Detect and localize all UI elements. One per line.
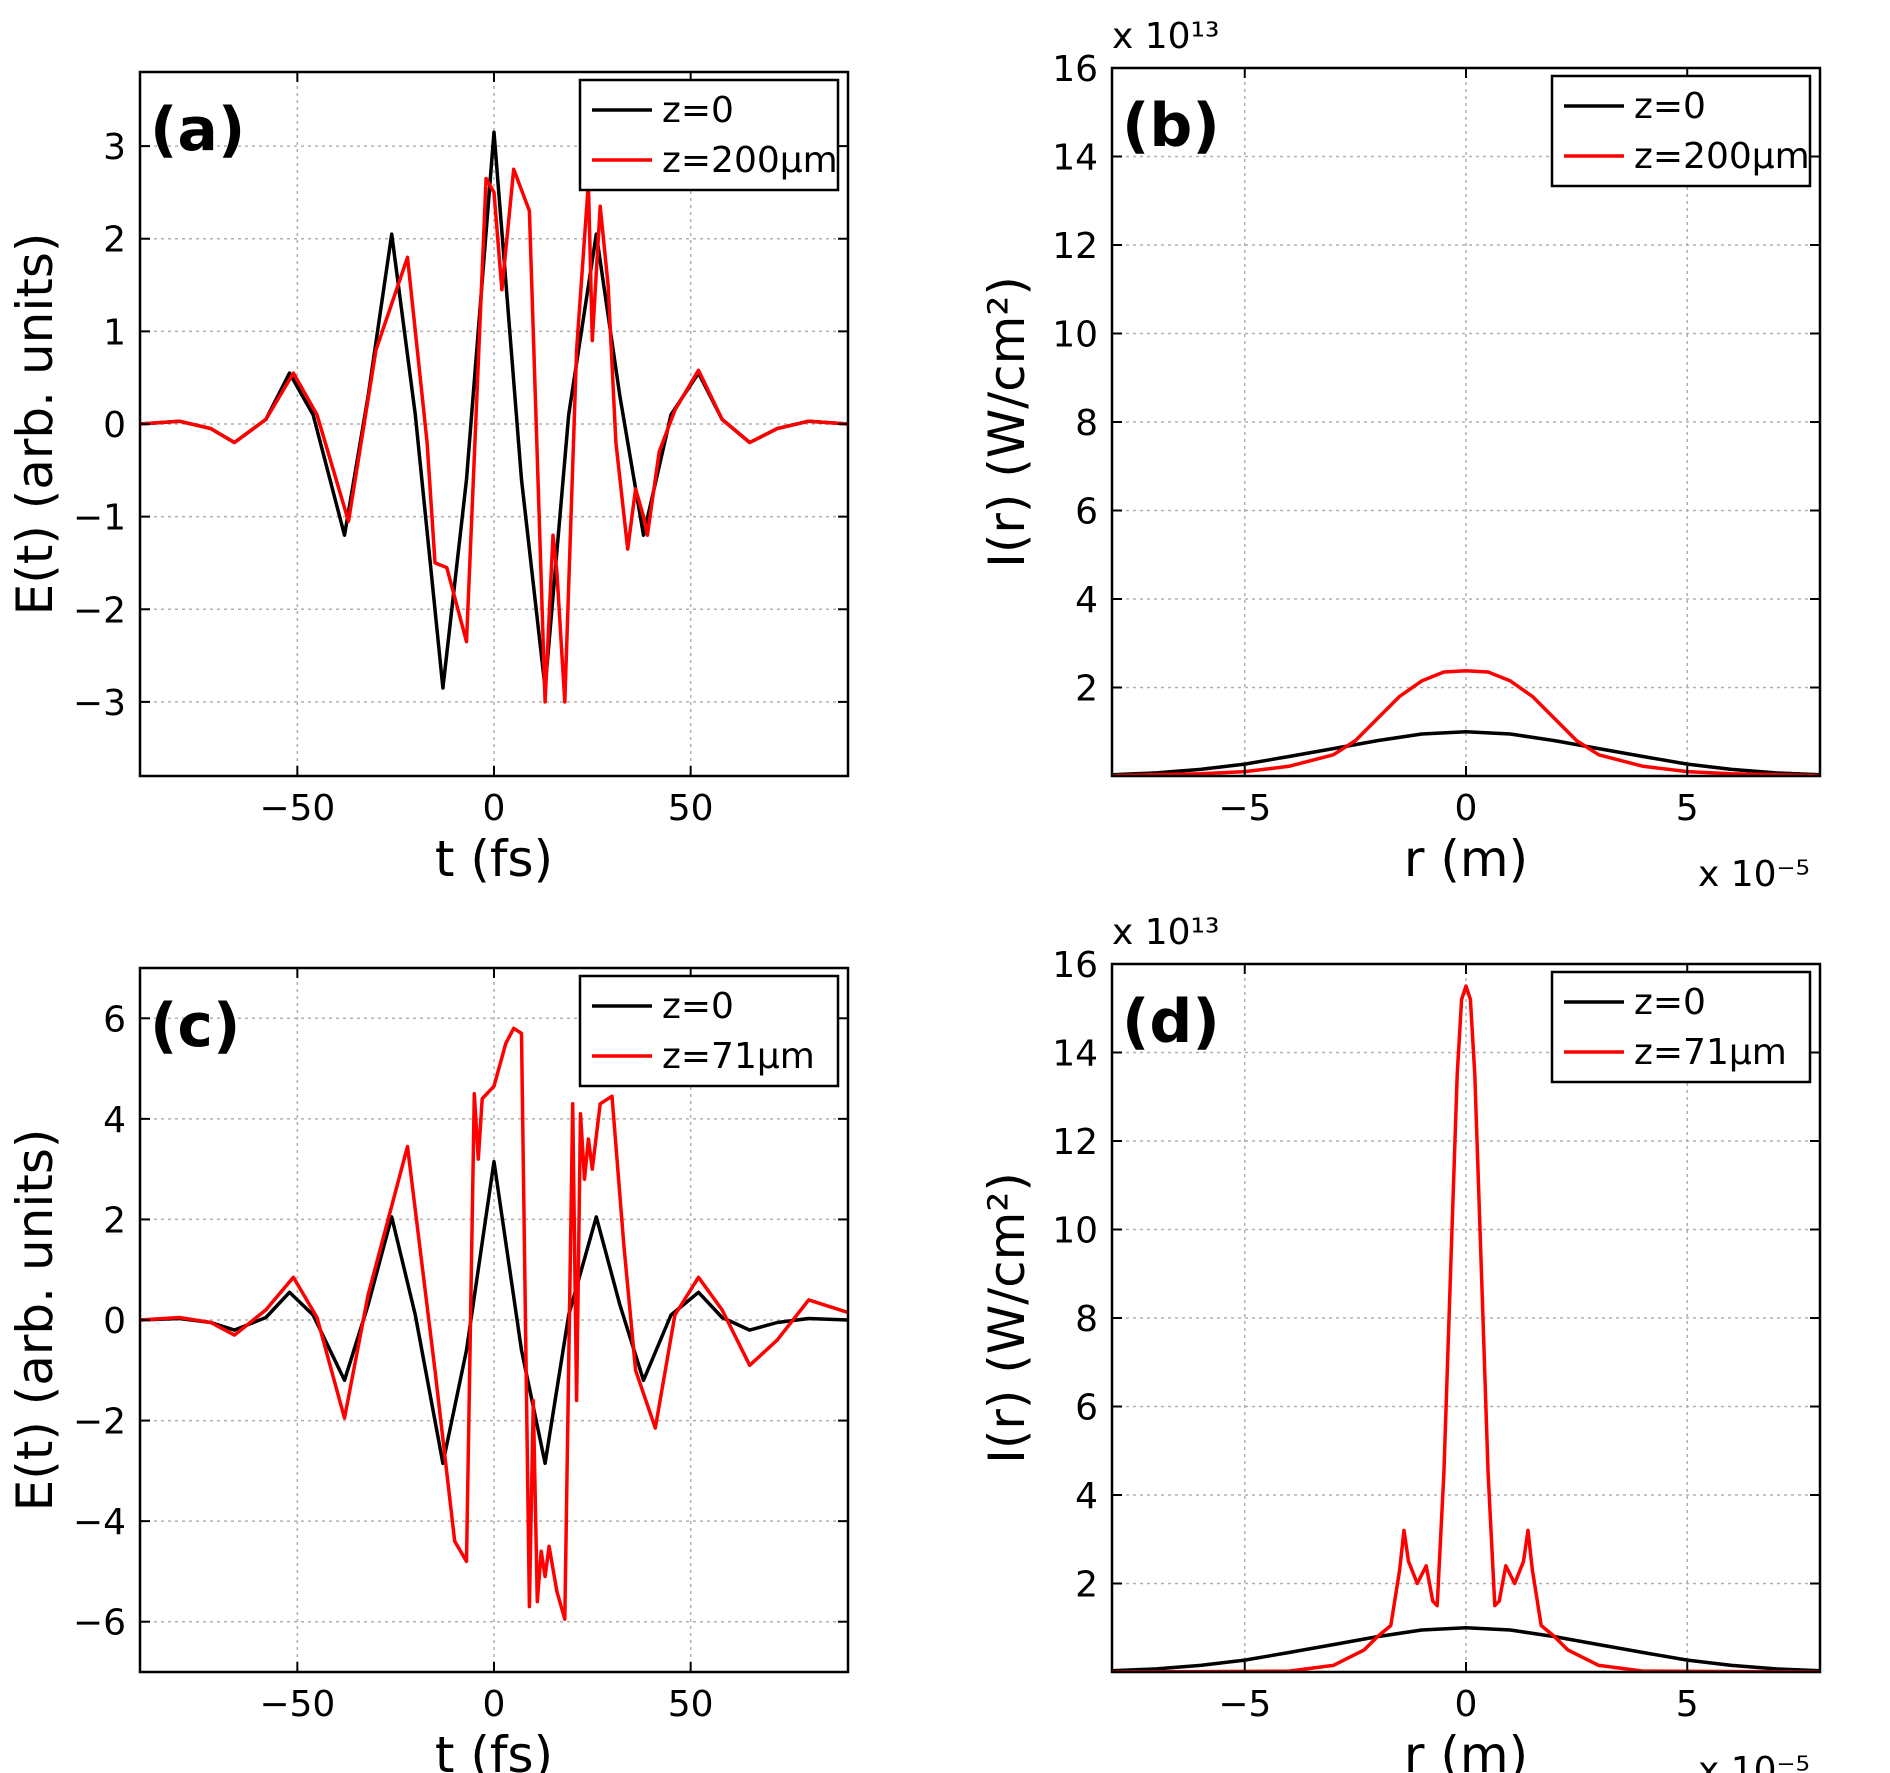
legend-entry: z=200μm [662,140,838,181]
series-line-z-red [1112,668,1820,776]
y-tick-label: 16 [1052,49,1098,90]
x-tick-label: 50 [668,788,714,829]
panel-label: (c) [150,991,240,1061]
legend-entry: z=0 [662,90,734,131]
legend: z=0 z=71μm [1550,970,1812,1084]
panel-d: −5 0 5 2 4 6 8 10 12 14 16 r (m) I(r) (W/cm²) x 10¹³ x… [978,912,1822,1773]
y-tick-label: 10 [1052,1211,1098,1252]
legend-entry: z=0 [1634,982,1706,1023]
series-line-z0 [1112,1626,1820,1672]
y-exponent-label: x 10¹³ [1112,16,1219,57]
y-tick-label: 12 [1052,1122,1098,1163]
panel-a: −50 0 50 −3 −2 −1 0 1 2 3 t (fs) E(t) (arb. units) (… [6,70,850,888]
legend-box [1550,74,1812,188]
x-tick-label: 50 [668,1684,714,1725]
legend-box [578,974,840,1088]
y-tick-label: 0 [103,1301,126,1342]
y-tick-label: −6 [73,1603,126,1644]
x-tick-label: 0 [483,788,506,829]
y-axis-label: I(r) (W/cm²) [978,1172,1036,1464]
x-tick-label: −5 [1218,1684,1271,1725]
y-exponent-label: x 10¹³ [1112,912,1219,953]
y-tick-label: 2 [103,1200,126,1241]
legend-entry: z=200μm [1634,136,1810,177]
x-axis-label: r (m) [1404,1726,1528,1773]
legend-box [578,78,840,192]
legend: z=0 z=200μm [1550,74,1812,188]
x-axis-label: t (fs) [435,1726,553,1773]
y-tick-label: 1 [103,312,126,353]
y-axis-label: I(r) (W/cm²) [978,276,1036,568]
legend: z=0 z=71μm [578,974,840,1088]
x-axis-label: t (fs) [435,830,553,888]
series-line-z-red [140,1026,848,1621]
y-tick-label: 2 [1075,669,1098,710]
y-tick-label: 14 [1052,1034,1098,1075]
x-tick-label: 5 [1676,788,1699,829]
series-line-z0 [1112,730,1820,776]
x-tick-label: −50 [259,788,335,829]
x-tick-label: 0 [483,1684,506,1725]
y-tick-label: 2 [103,220,126,261]
x-tick-label: 0 [1455,788,1478,829]
x-tick-label: 0 [1455,1684,1478,1725]
y-tick-label: 8 [1075,1299,1098,1340]
panel-label: (d) [1122,987,1220,1057]
x-tick-label: 5 [1676,1684,1699,1725]
y-tick-label: 12 [1052,226,1098,267]
y-tick-label: −3 [73,683,126,724]
panel-label: (b) [1122,91,1220,161]
y-axis-label: E(t) (arb. units) [6,1129,64,1512]
y-tick-label: 2 [1075,1565,1098,1606]
panel-c: −50 0 50 −6 −4 −2 0 2 4 6 t (fs) E(t) (arb. units) (… [6,966,850,1773]
y-tick-label: 6 [1075,492,1098,533]
x-tick-label: −50 [259,1684,335,1725]
x-axis-label: r (m) [1404,830,1528,888]
legend-entry: z=0 [662,986,734,1027]
y-tick-label: 8 [1075,403,1098,444]
y-tick-label: 14 [1052,138,1098,179]
y-tick-label: 6 [103,999,126,1040]
y-tick-label: 10 [1052,315,1098,356]
y-axis-label: E(t) (arb. units) [6,233,64,616]
y-tick-label: −2 [73,1402,126,1443]
legend-entry: z=71μm [1634,1032,1787,1073]
series-line-z-red [1112,984,1820,1672]
x-exponent-label: x 10⁻⁵ [1698,1750,1810,1773]
legend-entry: z=0 [1634,86,1706,127]
y-tick-label: 4 [1075,1476,1098,1517]
y-tick-label: 0 [103,405,126,446]
y-tick-label: 4 [1075,580,1098,621]
y-tick-label: −2 [73,590,126,631]
y-tick-label: −1 [73,498,126,539]
y-tick-label: −4 [73,1502,126,1543]
series-line-z-red [140,167,848,704]
x-tick-label: −5 [1218,788,1271,829]
y-tick-label: 16 [1052,945,1098,986]
panel-b: −5 0 5 2 4 6 8 10 12 14 16 r (m) I(r) (W/cm²) x 10¹³ x… [978,16,1822,895]
legend-entry: z=71μm [662,1036,815,1077]
series-line-z0 [140,1159,848,1466]
y-tick-label: 4 [103,1100,126,1141]
legend-box [1550,970,1812,1084]
legend: z=0 z=200μm [578,78,840,192]
y-tick-label: 3 [103,127,126,168]
panel-label: (a) [150,95,245,165]
x-exponent-label: x 10⁻⁵ [1698,854,1810,895]
y-tick-label: 6 [1075,1388,1098,1429]
